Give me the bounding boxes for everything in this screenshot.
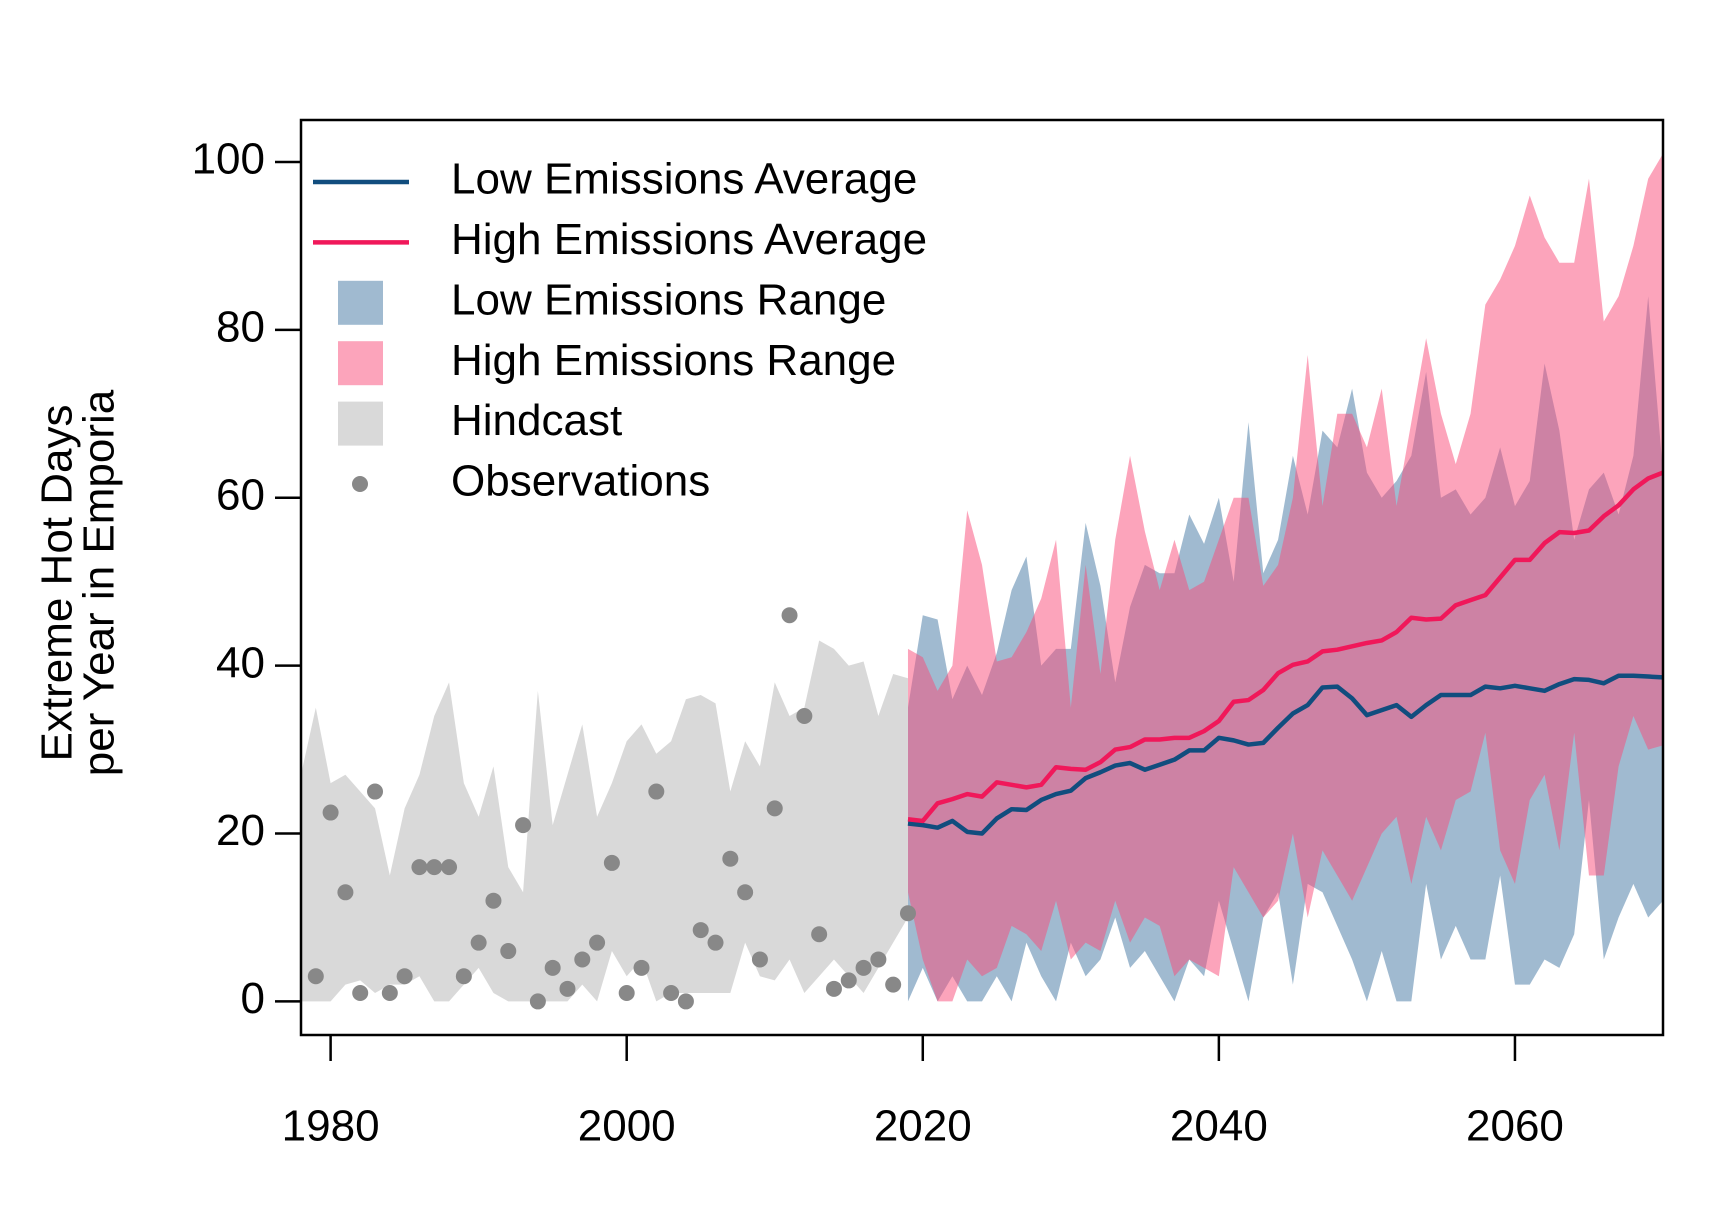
observation-point [825,980,842,997]
x-tick-label: 2040 [1170,1102,1268,1151]
observation-point [648,783,665,800]
observation-point [352,985,369,1002]
legend-label: Observations [451,457,710,506]
observation-point [470,934,487,951]
observation-point [899,905,916,922]
legend-point [352,476,368,492]
observation-point [559,980,576,997]
legend-swatch [338,341,383,386]
legend-label: High Emissions Average [451,215,927,264]
observation-point [766,800,783,817]
observation-point [455,968,472,985]
range-area [301,640,908,1002]
observation-point [707,934,724,951]
observation-point [574,951,591,968]
observation-point [633,959,650,976]
y-axis-title: per Year in Emporia [75,389,124,776]
x-tick-label: 2020 [874,1102,972,1151]
observation-point [618,985,635,1002]
observation-point [544,959,561,976]
observation-point [781,607,798,624]
observation-point [367,783,384,800]
observation-point [500,943,517,960]
y-axis-title: Extreme Hot Days [33,405,82,762]
observation-point [322,804,339,821]
observation-point [840,972,857,989]
observation-point [722,850,739,867]
observation-point [811,926,828,943]
observation-point [796,708,813,725]
observation-point [396,968,413,985]
plot-frame [299,118,1665,1037]
y-tick-label: 40 [216,638,265,687]
legend-swatch [338,401,383,446]
average-line [907,673,1663,836]
observation-point [663,985,680,1002]
y-tick-label: 100 [192,135,265,184]
observation-point [603,854,620,871]
observation-point [515,817,532,834]
range-area [907,153,1663,1002]
observation-point [855,959,872,976]
legend-label: Low Emissions Average [451,155,917,204]
x-tick-label: 2000 [578,1102,676,1151]
observation-point [381,985,398,1002]
x-tick-label: 1980 [282,1102,380,1151]
average-line [907,470,1663,824]
legend-swatch [338,280,383,325]
observation-point [485,892,502,909]
observation-point [307,968,324,985]
y-tick-label: 0 [241,974,265,1023]
observation-point [589,934,606,951]
observation-point [426,859,443,876]
y-tick-label: 20 [216,806,265,855]
legend-label: High Emissions Range [451,336,896,385]
legend-label: Hindcast [451,396,622,445]
observation-point [885,976,902,993]
x-tick-label: 2060 [1466,1102,1564,1151]
observation-point [677,993,694,1010]
observation-point [529,993,546,1010]
observation-point [870,951,887,968]
observation-point [692,922,709,939]
y-tick-label: 80 [216,302,265,351]
observation-point [441,859,458,876]
legend-label: Low Emissions Range [451,275,886,324]
observation-point [751,951,768,968]
y-tick-label: 60 [216,470,265,519]
observation-point [737,884,754,901]
observation-point [411,859,428,876]
observation-point [337,884,354,901]
plot-area [301,153,1663,1010]
